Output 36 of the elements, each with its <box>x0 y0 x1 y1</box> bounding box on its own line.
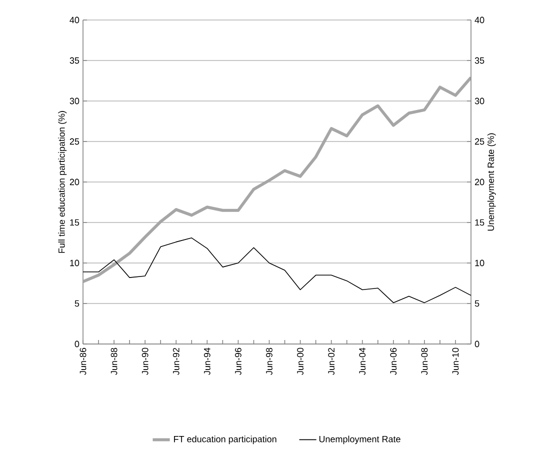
y2-tick-label: 5 <box>474 300 480 307</box>
x-tick-label: Jun-94 <box>204 348 210 375</box>
y-tick-label: 40 <box>70 16 80 24</box>
y-tick-label: 25 <box>70 138 80 145</box>
y2-tick-label: 20 <box>474 178 484 186</box>
y2-tick-label: 35 <box>474 57 484 64</box>
x-tick-label: Jun-04 <box>359 348 366 375</box>
y2-tick-label: 15 <box>475 219 484 226</box>
y2-tick-label: 0 <box>474 340 480 348</box>
y-tick-label: 0 <box>74 340 80 348</box>
y-axis-title: Full time education participation (%) <box>58 111 67 253</box>
legend-label: FT education participation <box>174 436 276 444</box>
y2-tick-label: 10 <box>475 260 484 266</box>
y-tick-label: 35 <box>70 57 80 64</box>
y-tick-label: 15 <box>70 219 80 226</box>
y-tick-label: 30 <box>70 98 80 104</box>
y-tick-label: 5 <box>74 300 80 307</box>
legend-label: Unemployment Rate <box>319 436 400 444</box>
x-tick-label: Jun-92 <box>172 348 180 375</box>
y2-tick-label: 30 <box>474 98 484 104</box>
x-tick-label: Jun-90 <box>142 348 148 375</box>
x-tick-label: Jun-96 <box>235 348 242 375</box>
y2-axis-title: Unemployment Rate (%) <box>487 133 496 231</box>
x-tick-label: Jun-00 <box>297 348 304 375</box>
x-tick-label: Jun-10 <box>452 348 459 375</box>
line-series <box>83 237 471 304</box>
y-tick-label: 10 <box>70 260 80 266</box>
x-tick-label: Jun-86 <box>80 348 86 375</box>
x-tick-label: Jun-06 <box>390 348 397 375</box>
y-tick-label: 20 <box>70 178 80 186</box>
y2-tick-label: 25 <box>474 138 484 145</box>
y2-tick-label: 40 <box>474 16 484 24</box>
x-tick-label: Jun-08 <box>421 348 428 375</box>
x-tick-label: Jun-02 <box>328 348 335 375</box>
x-tick-label: Jun-98 <box>266 348 272 375</box>
x-tick-label: Jun-88 <box>110 348 118 375</box>
